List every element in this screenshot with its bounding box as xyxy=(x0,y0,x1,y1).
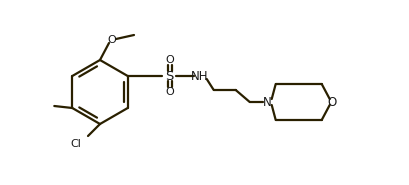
Text: N: N xyxy=(263,95,272,108)
Text: NH: NH xyxy=(191,70,208,83)
Text: Cl: Cl xyxy=(70,139,81,149)
Text: O: O xyxy=(165,55,174,65)
Text: S: S xyxy=(165,70,173,83)
Text: O: O xyxy=(107,35,116,45)
Text: O: O xyxy=(326,95,335,108)
Text: O: O xyxy=(165,87,174,97)
